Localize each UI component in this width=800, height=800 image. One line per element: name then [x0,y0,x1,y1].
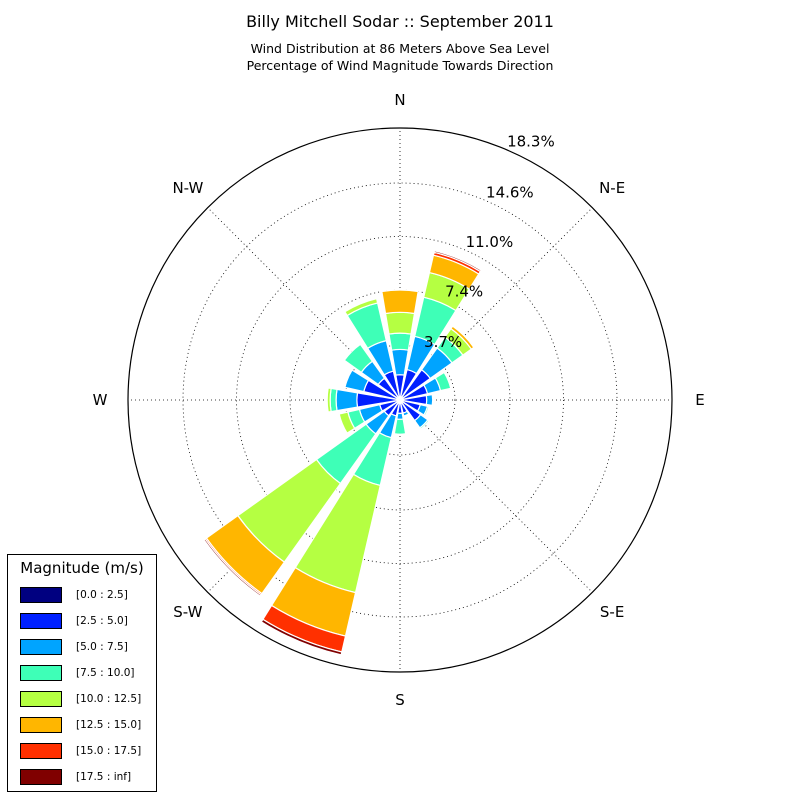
polar-grid [127,127,673,673]
legend-label: [17.5 : inf] [76,771,132,783]
rose-bar-segment [344,369,370,393]
grid-ring [182,182,618,618]
rose-bar-segment [326,387,332,413]
rose-bar-segment [433,250,482,273]
legend-label: [5.0 : 7.5] [76,641,128,653]
legend: Magnitude (m/s) [0.0 : 2.5] [2.5 : 5.0] [5… [7,554,157,792]
direction-label: N-W [172,179,203,197]
grid-spoke [399,207,593,401]
grid-ring [289,289,511,511]
rose-bar-segment [390,348,410,376]
rose-bar-segment [419,419,430,430]
rose-bar-segment [396,412,404,420]
direction-label: E [695,391,704,409]
legend-swatch [20,691,62,707]
chart-title: Billy Mitchell Sodar :: September 2011 [246,12,554,31]
legend-label: [12.5 : 15.0] [76,719,142,731]
legend-swatch [20,743,62,759]
legend-label: [2.5 : 5.0] [76,615,128,627]
rose-bar-segment [343,343,374,374]
axis-labels: 3.7% 7.4% 11.0% 14.6% 18.3% N N-E E S-E S S-W W N-W [93,91,705,709]
direction-label: W [93,391,108,409]
legend-label: [7.5 : 10.0] [76,667,135,679]
legend-swatch [20,769,62,785]
chart-subtitle-2: Percentage of Wind Magnitude Towards Dir… [246,58,554,73]
rose-bar-segment [450,325,475,350]
chart-subtitle-1: Wind Distribution at 86 Meters Above Sea… [250,41,550,56]
rose-bar-segment [384,311,416,335]
grid-ring [236,236,564,564]
legend-swatch [20,717,62,733]
rose-bar-segment [393,418,407,435]
rose-bar-segment [338,411,356,434]
rose-bar-segment [434,371,452,392]
grid-spoke [207,207,401,401]
direction-label: S-E [600,603,624,621]
rose-bar-segment [381,289,419,315]
radial-tick-label: 7.4% [445,282,483,300]
legend-title: Magnitude (m/s) [20,559,144,577]
radial-tick-label: 18.3% [507,133,555,151]
legend-label: [10.0 : 12.5] [76,693,142,705]
outer-ring [127,127,673,673]
rose-bar-segment [344,297,379,317]
legend-swatch [20,613,62,629]
direction-label: N [394,91,405,109]
rose-bar-segment [335,388,359,412]
direction-label: N-E [599,179,625,197]
direction-label: S-W [173,603,202,621]
rose-bar-segment [423,405,430,417]
rose-bar-segment [203,538,262,597]
rose-bar-segment [260,618,343,656]
rose-bar-segment [425,393,434,407]
legend-swatch [20,639,62,655]
rose-bars [203,250,482,656]
legend-swatch [20,665,62,681]
radial-tick-label: 11.0% [466,233,514,251]
rose-bar-segment [402,410,410,417]
radial-tick-label: 14.6% [486,184,534,202]
rose-bar-segment [388,332,412,351]
legend-label: [15.0 : 17.5] [76,745,142,757]
radial-tick-label: 3.7% [424,333,462,351]
legend-swatch [20,587,62,603]
direction-label: S [395,691,405,709]
grid-spoke [399,399,593,593]
legend-label: [0.0 : 2.5] [76,589,128,601]
